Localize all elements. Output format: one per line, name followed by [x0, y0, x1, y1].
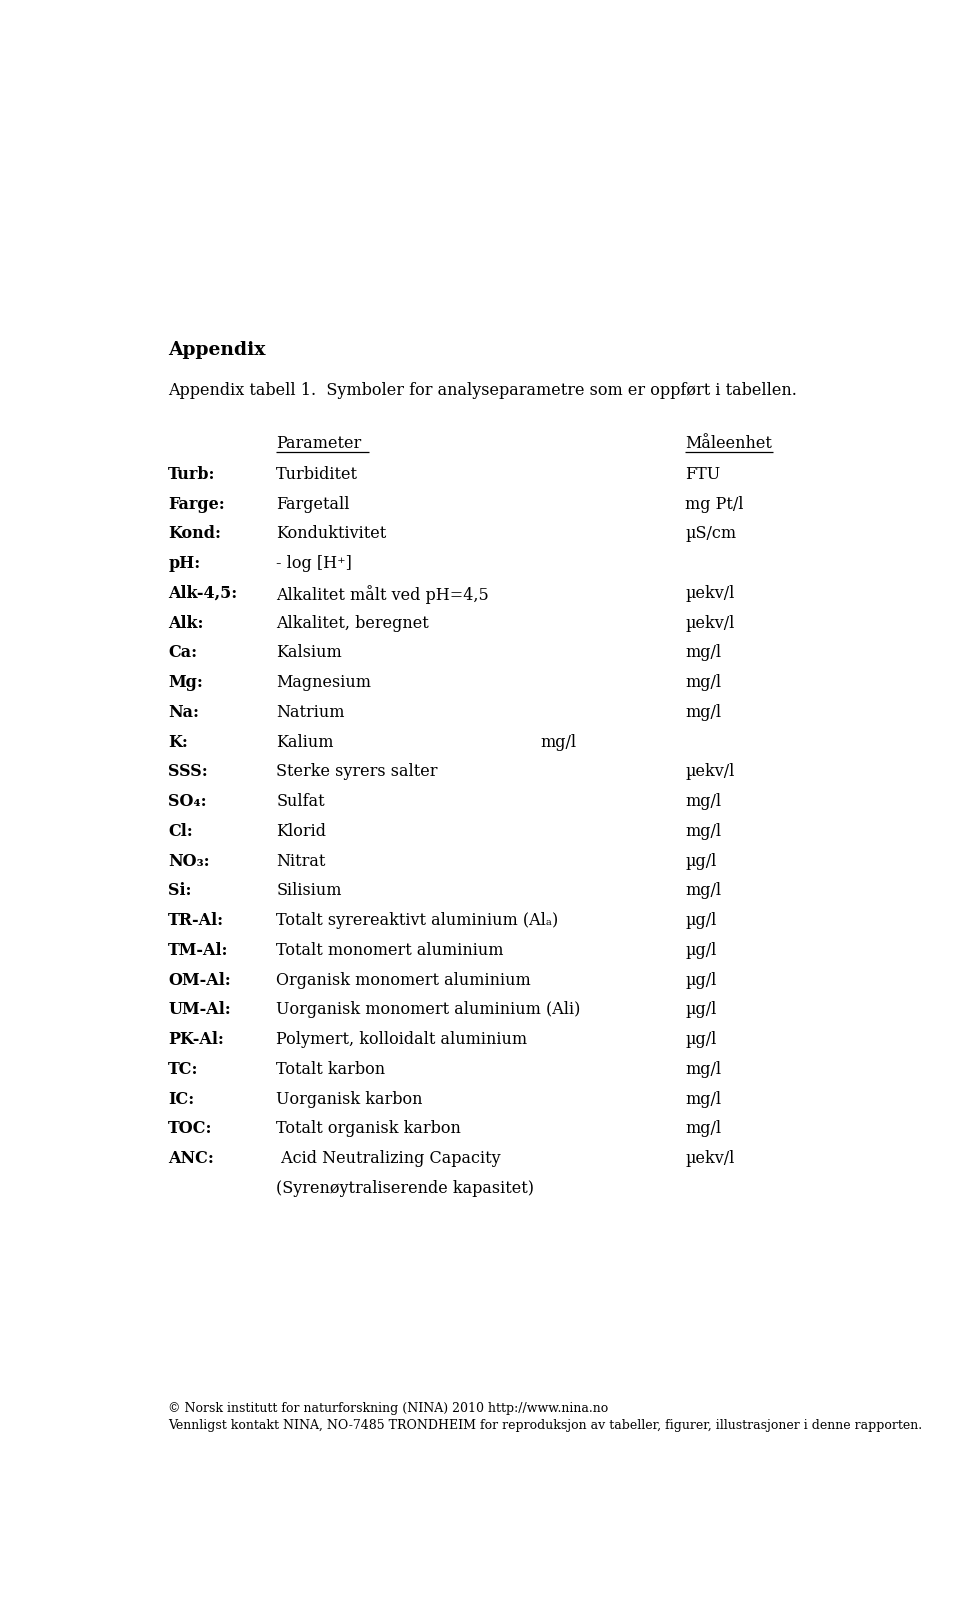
- Text: mg/l: mg/l: [685, 704, 722, 721]
- Text: TC:: TC:: [168, 1061, 199, 1078]
- Text: mg/l: mg/l: [685, 644, 722, 662]
- Text: Klorid: Klorid: [276, 823, 326, 839]
- Text: mg/l: mg/l: [685, 823, 722, 839]
- Text: Turbiditet: Turbiditet: [276, 466, 358, 484]
- Text: FTU: FTU: [685, 466, 721, 484]
- Text: Appendix: Appendix: [168, 341, 266, 359]
- Text: Vennligst kontakt NINA, NO-7485 TRONDHEIM for reproduksjon av tabeller, figurer,: Vennligst kontakt NINA, NO-7485 TRONDHEI…: [168, 1420, 923, 1433]
- Text: Na:: Na:: [168, 704, 200, 721]
- Text: Farge:: Farge:: [168, 495, 225, 513]
- Text: µekv/l: µekv/l: [685, 1151, 734, 1167]
- Text: Sulfat: Sulfat: [276, 794, 324, 810]
- Text: Alkalitet målt ved pH=4,5: Alkalitet målt ved pH=4,5: [276, 584, 489, 604]
- Text: Fargetall: Fargetall: [276, 495, 349, 513]
- Text: mg/l: mg/l: [685, 794, 722, 810]
- Text: PK-Al:: PK-Al:: [168, 1031, 225, 1048]
- Text: Alk:: Alk:: [168, 615, 204, 631]
- Text: Alk-4,5:: Alk-4,5:: [168, 584, 238, 602]
- Text: Natrium: Natrium: [276, 704, 345, 721]
- Text: Ca:: Ca:: [168, 644, 198, 662]
- Text: mg/l: mg/l: [685, 1061, 722, 1078]
- Text: © Norsk institutt for naturforskning (NINA) 2010 http://www.nina.no: © Norsk institutt for naturforskning (NI…: [168, 1402, 609, 1415]
- Text: µS/cm: µS/cm: [685, 526, 736, 542]
- Text: µg/l: µg/l: [685, 1031, 717, 1048]
- Text: µg/l: µg/l: [685, 972, 717, 988]
- Text: µg/l: µg/l: [685, 941, 717, 959]
- Text: Konduktivitet: Konduktivitet: [276, 526, 387, 542]
- Text: mg/l: mg/l: [685, 674, 722, 691]
- Text: Cl:: Cl:: [168, 823, 193, 839]
- Text: µekv/l: µekv/l: [685, 584, 734, 602]
- Text: µg/l: µg/l: [685, 1001, 717, 1018]
- Text: (Syrenøytraliserende kapasitet): (Syrenøytraliserende kapasitet): [276, 1180, 534, 1196]
- Text: SO₄:: SO₄:: [168, 794, 207, 810]
- Text: K:: K:: [168, 734, 188, 750]
- Text: Kalsium: Kalsium: [276, 644, 342, 662]
- Text: mg/l: mg/l: [685, 1091, 722, 1107]
- Text: Silisium: Silisium: [276, 883, 342, 899]
- Text: Kond:: Kond:: [168, 526, 222, 542]
- Text: mg/l: mg/l: [540, 734, 577, 750]
- Text: ANC:: ANC:: [168, 1151, 214, 1167]
- Text: Måleenhet: Måleenhet: [685, 435, 772, 451]
- Text: TOC:: TOC:: [168, 1120, 213, 1138]
- Text: IC:: IC:: [168, 1091, 195, 1107]
- Text: - log [H⁺]: - log [H⁺]: [276, 555, 352, 573]
- Text: Si:: Si:: [168, 883, 192, 899]
- Text: OM-Al:: OM-Al:: [168, 972, 231, 988]
- Text: TR-Al:: TR-Al:: [168, 912, 225, 928]
- Text: µg/l: µg/l: [685, 912, 717, 928]
- Text: Parameter: Parameter: [276, 435, 362, 451]
- Text: Alkalitet, beregnet: Alkalitet, beregnet: [276, 615, 429, 631]
- Text: NO₃:: NO₃:: [168, 852, 210, 870]
- Text: Kalium: Kalium: [276, 734, 334, 750]
- Text: Magnesium: Magnesium: [276, 674, 372, 691]
- Text: Totalt monomert aluminium: Totalt monomert aluminium: [276, 941, 504, 959]
- Text: Totalt organisk karbon: Totalt organisk karbon: [276, 1120, 461, 1138]
- Text: µg/l: µg/l: [685, 852, 717, 870]
- Text: Totalt syrereaktivt aluminium (Alₐ): Totalt syrereaktivt aluminium (Alₐ): [276, 912, 559, 928]
- Text: SSS:: SSS:: [168, 763, 208, 781]
- Text: Organisk monomert aluminium: Organisk monomert aluminium: [276, 972, 531, 988]
- Text: Totalt karbon: Totalt karbon: [276, 1061, 385, 1078]
- Text: Nitrat: Nitrat: [276, 852, 325, 870]
- Text: mg Pt/l: mg Pt/l: [685, 495, 744, 513]
- Text: Acid Neutralizing Capacity: Acid Neutralizing Capacity: [276, 1151, 501, 1167]
- Text: pH:: pH:: [168, 555, 201, 573]
- Text: Turb:: Turb:: [168, 466, 216, 484]
- Text: mg/l: mg/l: [685, 1120, 722, 1138]
- Text: µekv/l: µekv/l: [685, 763, 734, 781]
- Text: Polymert, kolloidalt aluminium: Polymert, kolloidalt aluminium: [276, 1031, 527, 1048]
- Text: UM-Al:: UM-Al:: [168, 1001, 231, 1018]
- Text: mg/l: mg/l: [685, 883, 722, 899]
- Text: TM-Al:: TM-Al:: [168, 941, 228, 959]
- Text: Mg:: Mg:: [168, 674, 204, 691]
- Text: µekv/l: µekv/l: [685, 615, 734, 631]
- Text: Sterke syrers salter: Sterke syrers salter: [276, 763, 438, 781]
- Text: Uorganisk monomert aluminium (Ali): Uorganisk monomert aluminium (Ali): [276, 1001, 581, 1018]
- Text: Uorganisk karbon: Uorganisk karbon: [276, 1091, 422, 1107]
- Text: Appendix tabell 1.  Symboler for analyseparametre som er oppført i tabellen.: Appendix tabell 1. Symboler for analysep…: [168, 381, 797, 399]
